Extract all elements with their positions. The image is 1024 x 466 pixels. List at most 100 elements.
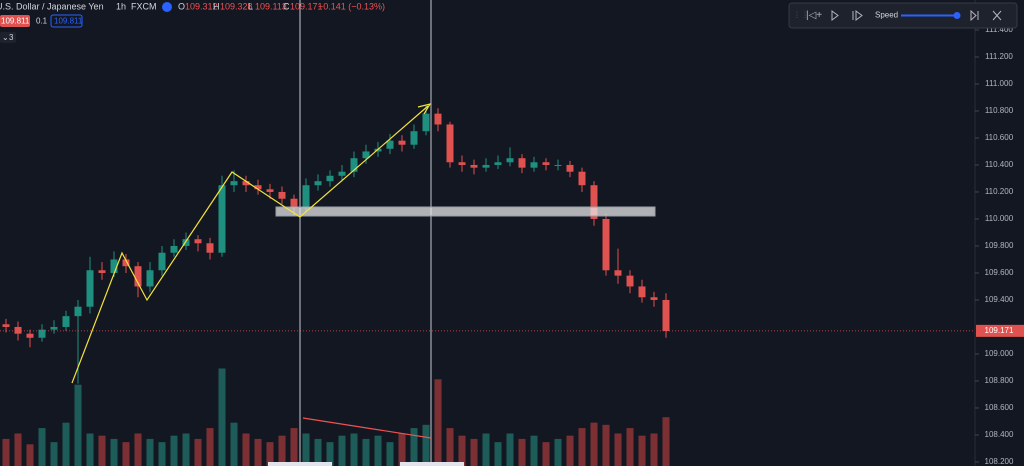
- candle-body: [410, 131, 418, 145]
- volume-bar: [482, 433, 490, 466]
- ohlc-key: C: [283, 1, 290, 11]
- y-tick-label: 108.800: [985, 376, 1014, 385]
- candle-body: [134, 266, 142, 287]
- volume-bar: [578, 428, 586, 466]
- candle-body: [614, 270, 622, 276]
- volume-bar: [650, 433, 658, 466]
- ohlc-value: 109.328: [220, 1, 253, 11]
- candle-body: [182, 239, 190, 246]
- volume-bar: [302, 433, 310, 466]
- candle-body: [326, 175, 334, 182]
- y-tick-label: 108.400: [985, 430, 1014, 439]
- candle-body: [38, 329, 46, 338]
- candle-body: [158, 252, 166, 271]
- candle-body: [590, 185, 598, 219]
- candle-body: [122, 259, 130, 267]
- zone-rectangle: [275, 206, 656, 217]
- volume-bar: [518, 438, 526, 466]
- volume-bar: [2, 438, 10, 466]
- divergence-line: [302, 417, 432, 439]
- candle-body: [110, 259, 118, 273]
- close-button[interactable]: [992, 10, 1002, 21]
- ohlc-key: L: [248, 1, 253, 11]
- volume-bar: [182, 433, 190, 466]
- speed-label: Speed: [875, 11, 898, 20]
- volume-bar: [626, 428, 634, 466]
- step-button[interactable]: [855, 10, 863, 21]
- buy-price[interactable]: 109.811: [54, 17, 83, 26]
- ohlc-value: 109.113: [255, 1, 287, 11]
- buy-badge[interactable]: [50, 14, 83, 28]
- candle-body: [482, 164, 490, 168]
- candle-body: [578, 171, 586, 186]
- candle-body: [74, 306, 82, 317]
- candle-body: [626, 275, 634, 287]
- indicator-toggle[interactable]: [0, 32, 16, 43]
- speed-handle[interactable]: [953, 12, 961, 19]
- indicator-count[interactable]: 3: [9, 33, 14, 42]
- candle-body: [470, 164, 478, 168]
- y-tick-label: 109.800: [985, 241, 1014, 250]
- jump-button[interactable]: [970, 9, 977, 22]
- range-marker: [400, 462, 464, 466]
- candle-body: [242, 181, 250, 186]
- y-tick-label: 110.000: [985, 214, 1014, 223]
- sell-price[interactable]: 109.811: [1, 17, 30, 26]
- volume-bar: [98, 435, 106, 466]
- candle-body: [230, 181, 238, 186]
- candle-body: [14, 326, 22, 334]
- candle-body: [194, 239, 202, 244]
- candle-body: [302, 185, 310, 209]
- source: FXCM: [131, 1, 157, 11]
- volume-bar: [374, 435, 382, 466]
- volume-bar: [266, 442, 274, 466]
- volume-bar: [458, 435, 466, 466]
- volume-bar: [662, 417, 670, 466]
- volume-bar: [194, 438, 202, 466]
- ohlc-key: H: [213, 1, 220, 11]
- ohlc-value: 109.312: [185, 1, 218, 11]
- sell-badge[interactable]: [0, 15, 30, 27]
- plot-area: [0, 105, 975, 466]
- candle-body: [206, 243, 214, 253]
- candle-body: [494, 162, 502, 165]
- candle-body: [446, 124, 454, 163]
- trend-path: [71, 105, 429, 384]
- ohlc-key: O: [178, 1, 185, 11]
- y-tick-label: 108.600: [985, 403, 1014, 412]
- drag-handle[interactable]: ⋮⋮: [793, 11, 809, 20]
- indicator-chevron: ⌄: [2, 33, 9, 42]
- volume-bar: [410, 428, 418, 466]
- volume-bar: [494, 442, 502, 466]
- candle-body: [662, 299, 670, 332]
- candle-body: [314, 181, 322, 186]
- y-tick-label: 111.400: [985, 25, 1013, 34]
- volume-bar: [14, 433, 22, 466]
- volume-bar: [158, 442, 166, 466]
- volume-bar: [638, 435, 646, 466]
- volume-bar: [422, 424, 430, 466]
- volume-bar: [434, 379, 442, 466]
- candle-body: [62, 316, 70, 327]
- volume-bar: [554, 438, 562, 466]
- volume-bar: [506, 433, 514, 466]
- y-tick-label: 111.000: [985, 79, 1013, 88]
- spread: 0.1: [36, 17, 48, 26]
- candle-body: [386, 140, 394, 149]
- replay-select-button[interactable]: |◁+: [806, 10, 822, 21]
- candle-body: [146, 270, 154, 287]
- candle-body: [290, 198, 298, 209]
- candle-body: [254, 185, 262, 190]
- play-button[interactable]: [831, 10, 839, 21]
- candle-body: [518, 158, 526, 168]
- volume-bar: [50, 442, 58, 466]
- candle-body: [434, 113, 442, 125]
- candle-body: [266, 189, 274, 192]
- candle-body: [398, 140, 406, 145]
- volume-bar: [530, 435, 538, 466]
- candle-body: [650, 297, 658, 300]
- volume-bar: [470, 438, 478, 466]
